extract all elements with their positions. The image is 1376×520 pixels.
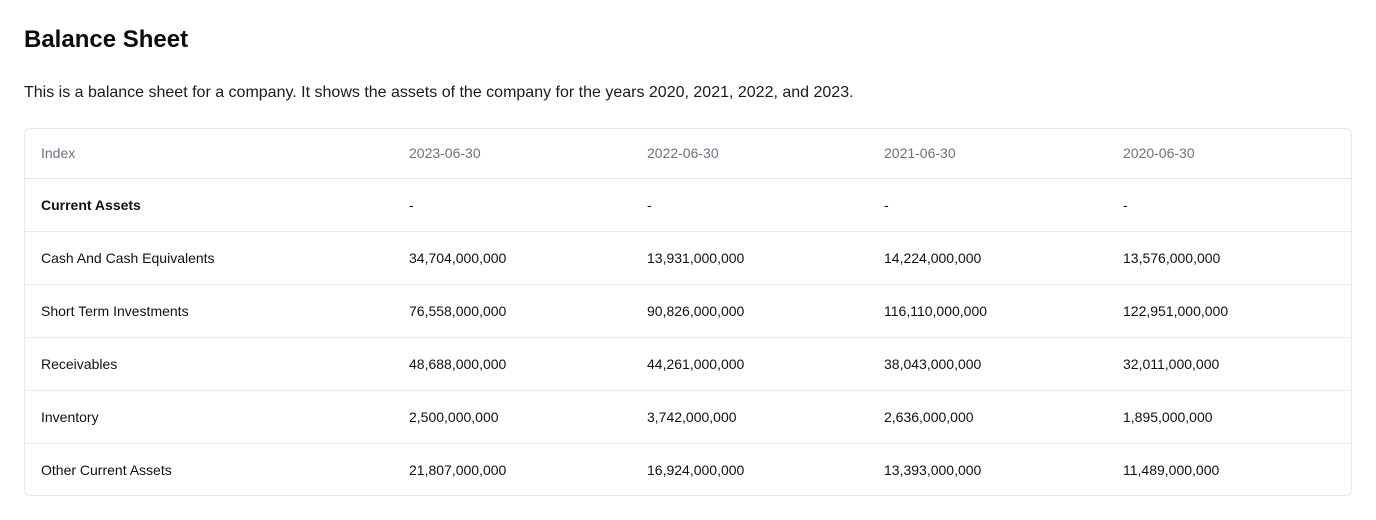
table-row: Receivables 48,688,000,000 44,261,000,00… <box>25 337 1351 391</box>
table-cell: 116,110,000,000 <box>868 284 1107 338</box>
table-cell: 11,489,000,000 <box>1123 461 1220 478</box>
row-label: Receivables <box>25 337 393 391</box>
row-label: Cash And Cash Equivalents <box>25 231 393 285</box>
column-header-2020[interactable]: 2020-06-30 <box>1107 129 1351 179</box>
table-body: Current Assets - - - - Cash And Cash Equ… <box>25 178 1351 495</box>
table-row: Inventory 2,500,000,000 3,742,000,000 2,… <box>25 390 1351 444</box>
page-description: This is a balance sheet for a company. I… <box>24 84 854 101</box>
table-cell: 21,807,000,000 <box>409 461 507 478</box>
table-cell: 14,224,000,000 <box>868 231 1107 285</box>
table-cell: - <box>393 178 631 232</box>
balance-sheet-table: Index 2023-06-30 2022-06-30 2021-06-30 2… <box>25 129 1351 495</box>
row-label: Current Assets <box>25 178 393 232</box>
table-cell: 1,895,000,000 <box>1107 390 1351 444</box>
table-header: Index 2023-06-30 2022-06-30 2021-06-30 2… <box>25 129 1351 179</box>
column-header-2021[interactable]: 2021-06-30 <box>868 129 1107 179</box>
table-cell: 48,688,000,000 <box>393 337 631 391</box>
table-cell: 44,261,000,000 <box>631 337 868 391</box>
table-cell: 34,704,000,000 <box>393 231 631 285</box>
page-title: Balance Sheet <box>24 26 189 53</box>
table-cell: 2,500,000,000 <box>393 390 631 444</box>
table-cell: - <box>868 178 1107 232</box>
table-cell: 2,636,000,000 <box>868 390 1107 444</box>
table-cell: - <box>631 178 868 232</box>
table-cell: 76,558,000,000 <box>393 284 631 338</box>
table-row: Current Assets - - - - <box>25 178 1351 232</box>
row-label: Inventory <box>25 390 393 444</box>
table-cell: 13,931,000,000 <box>631 231 868 285</box>
table-cell: 122,951,000,000 <box>1107 284 1351 338</box>
table-cell: 38,043,000,000 <box>868 337 1107 391</box>
header-row: Index 2023-06-30 2022-06-30 2021-06-30 2… <box>25 129 1351 179</box>
row-label: Other Current Assets <box>41 461 172 478</box>
table-row: Short Term Investments 76,558,000,000 90… <box>25 284 1351 338</box>
column-header-2022[interactable]: 2022-06-30 <box>631 129 868 179</box>
table-cell: 13,576,000,000 <box>1107 231 1351 285</box>
table-row: Cash And Cash Equivalents 34,704,000,000… <box>25 231 1351 285</box>
table-cell: 90,826,000,000 <box>631 284 868 338</box>
table-cell: 16,924,000,000 <box>647 461 745 478</box>
table-cell: 13,393,000,000 <box>884 461 982 478</box>
table-cell: 3,742,000,000 <box>631 390 868 444</box>
table-cell: 32,011,000,000 <box>1107 337 1351 391</box>
balance-sheet-table-card: Index 2023-06-30 2022-06-30 2021-06-30 2… <box>24 128 1352 496</box>
column-header-2023[interactable]: 2023-06-30 <box>393 129 631 179</box>
table-row: Other Current Assets 21,807,000,000 16,9… <box>25 443 1351 495</box>
column-header-index[interactable]: Index <box>25 129 393 179</box>
table-cell: - <box>1107 178 1351 232</box>
row-label: Short Term Investments <box>25 284 393 338</box>
